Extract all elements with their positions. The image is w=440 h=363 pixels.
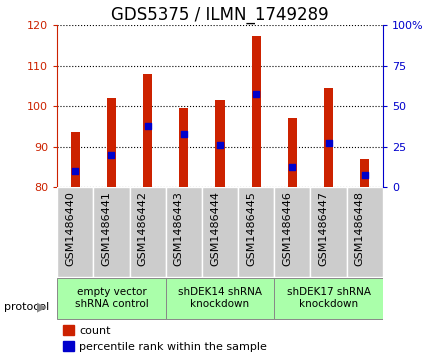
- Point: [361, 172, 368, 178]
- Bar: [143, 74, 152, 187]
- Text: shDEK17 shRNA
knockdown: shDEK17 shRNA knockdown: [286, 287, 370, 309]
- Bar: [93, 187, 129, 277]
- Bar: [166, 278, 274, 319]
- Bar: [57, 278, 166, 319]
- Bar: [238, 187, 274, 277]
- Point: [253, 91, 260, 97]
- Text: GSM1486443: GSM1486443: [174, 191, 184, 266]
- Bar: [216, 100, 224, 187]
- Bar: [360, 159, 369, 187]
- Point: [216, 142, 224, 147]
- Text: GSM1486446: GSM1486446: [282, 191, 292, 266]
- Bar: [274, 187, 311, 277]
- Point: [108, 152, 115, 158]
- Point: [144, 123, 151, 129]
- Bar: [311, 187, 347, 277]
- Text: GSM1486448: GSM1486448: [355, 191, 365, 266]
- Bar: [288, 118, 297, 187]
- Bar: [129, 187, 166, 277]
- Text: protocol: protocol: [4, 302, 50, 312]
- Point: [72, 168, 79, 174]
- Bar: [57, 187, 93, 277]
- Text: shDEK14 shRNA
knockdown: shDEK14 shRNA knockdown: [178, 287, 262, 309]
- Bar: [71, 132, 80, 187]
- Legend: count, percentile rank within the sample: count, percentile rank within the sample: [63, 325, 267, 352]
- Bar: [166, 187, 202, 277]
- Point: [180, 131, 187, 137]
- Point: [325, 140, 332, 146]
- Text: ▶: ▶: [37, 300, 47, 313]
- Text: GSM1486442: GSM1486442: [138, 191, 148, 266]
- Text: GSM1486441: GSM1486441: [102, 191, 111, 266]
- Bar: [252, 36, 260, 187]
- Bar: [202, 187, 238, 277]
- Bar: [274, 278, 383, 319]
- Bar: [347, 187, 383, 277]
- Text: GSM1486445: GSM1486445: [246, 191, 256, 266]
- Title: GDS5375 / ILMN_1749289: GDS5375 / ILMN_1749289: [111, 6, 329, 24]
- Text: empty vector
shRNA control: empty vector shRNA control: [75, 287, 148, 309]
- Point: [289, 164, 296, 170]
- Bar: [107, 98, 116, 187]
- Bar: [324, 88, 333, 187]
- Bar: [180, 108, 188, 187]
- Text: GSM1486440: GSM1486440: [65, 191, 75, 266]
- Text: GSM1486444: GSM1486444: [210, 191, 220, 266]
- Text: GSM1486447: GSM1486447: [319, 191, 329, 266]
